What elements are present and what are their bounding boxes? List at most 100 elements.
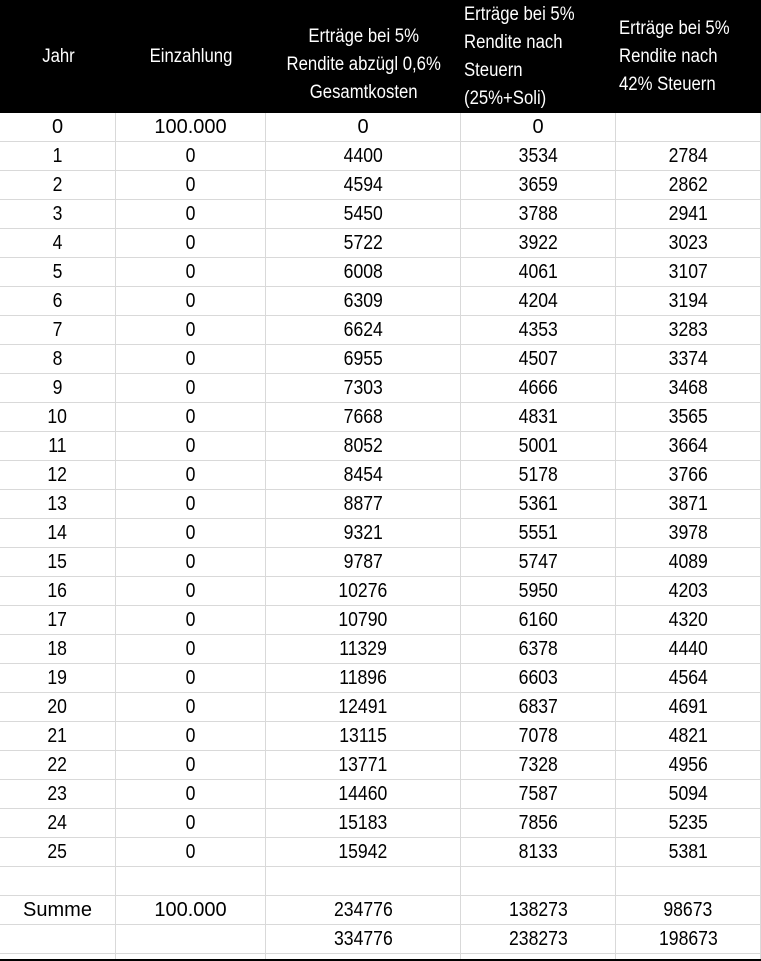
table-cell: 24 <box>0 809 116 838</box>
table-cell: 100.000 <box>116 896 266 925</box>
column-header-label: Erträge bei 5% Rendite abzügl 0,6% Gesam… <box>286 25 441 103</box>
cell-value: 3922 <box>518 231 558 254</box>
cell-value: 2784 <box>668 144 708 167</box>
table-cell: 6837 <box>461 693 616 722</box>
table-cell: 6008 <box>266 258 461 287</box>
table-cell: 0 <box>116 838 266 867</box>
cell-value: 3374 <box>668 347 708 370</box>
table-cell: 98673 <box>616 896 761 925</box>
table-cell: 2784 <box>616 142 761 171</box>
table-cell: 7668 <box>266 403 461 432</box>
cell-value: 22 <box>47 753 68 776</box>
table-cell: 0 <box>116 635 266 664</box>
cell-value: 1 <box>52 144 63 167</box>
table-cell: 4089 <box>616 548 761 577</box>
table-cell: 0 <box>116 606 266 635</box>
cell-value: 23 <box>47 782 68 805</box>
table-cell: 7303 <box>266 374 461 403</box>
table-row <box>0 867 761 896</box>
table-cell <box>461 867 616 896</box>
table-row: 13 0 8877 5361 3871 <box>0 490 761 519</box>
table-cell: 22 <box>0 751 116 780</box>
cell-value: 5094 <box>668 782 708 805</box>
table-cell: 4353 <box>461 316 616 345</box>
table-cell: 10 <box>0 403 116 432</box>
table-cell: 100.000 <box>116 113 266 142</box>
table-cell: 6955 <box>266 345 461 374</box>
table-cell: 2 <box>0 171 116 200</box>
cell-value: 7587 <box>518 782 558 805</box>
cell-value: 6378 <box>518 637 558 660</box>
cell-value: Summe <box>23 898 92 921</box>
cell-value: 198673 <box>658 927 718 950</box>
table-cell: 7078 <box>461 722 616 751</box>
table-cell: 3922 <box>461 229 616 258</box>
table-body: 0 100.000 0 0 1 0 4400 3534 2784 2 0 4594 3659 2862 3 0… <box>0 113 761 954</box>
table-cell: 2862 <box>616 171 761 200</box>
table-row: 6 0 6309 4204 3194 <box>0 287 761 316</box>
table-cell: 20 <box>0 693 116 722</box>
table-cell: 15183 <box>266 809 461 838</box>
cell-value: 9787 <box>343 550 383 573</box>
cell-value: 4507 <box>518 347 558 370</box>
table-cell: 0 <box>116 461 266 490</box>
cell-value: 7856 <box>518 811 558 834</box>
cell-value: 8133 <box>518 840 558 863</box>
cell-value: 6624 <box>343 318 383 341</box>
cell-value: 10 <box>47 405 68 428</box>
table-cell: 0 <box>266 113 461 142</box>
cell-value: 0 <box>185 347 196 370</box>
table-row: 4 0 5722 3922 3023 <box>0 229 761 258</box>
cell-value: 0 <box>185 550 196 573</box>
table-cell: 4956 <box>616 751 761 780</box>
table-cell: 4691 <box>616 693 761 722</box>
table-cell: 13771 <box>266 751 461 780</box>
cell-value: 4400 <box>343 144 383 167</box>
table-cell: 3871 <box>616 490 761 519</box>
table-cell: 21 <box>0 722 116 751</box>
cell-value: 25 <box>47 840 68 863</box>
table-cell: 10790 <box>266 606 461 635</box>
table-row: 20 0 12491 6837 4691 <box>0 693 761 722</box>
table-row: 14 0 9321 5551 3978 <box>0 519 761 548</box>
cell-value: 100.000 <box>154 115 227 138</box>
table-cell: 6378 <box>461 635 616 664</box>
cell-value: 0 <box>185 782 196 805</box>
cell-value: 3664 <box>668 434 708 457</box>
cell-value: 5381 <box>668 840 708 863</box>
cell-value: 4821 <box>668 724 708 747</box>
cell-value: 138273 <box>508 898 568 921</box>
table-cell: 4400 <box>266 142 461 171</box>
table-cell: 4564 <box>616 664 761 693</box>
table-cell: 7328 <box>461 751 616 780</box>
table-cell: 5747 <box>461 548 616 577</box>
cell-value: 98673 <box>663 898 713 921</box>
column-header-label: Jahr <box>41 45 75 67</box>
column-header-jahr: Jahr <box>0 0 116 113</box>
cell-value: 5450 <box>343 202 383 225</box>
cell-value: 0 <box>532 115 544 138</box>
cell-value: 11896 <box>339 666 387 689</box>
next-section-edge <box>0 959 761 961</box>
cell-value: 6837 <box>518 695 558 718</box>
cell-value: 7 <box>52 318 63 341</box>
table-cell: 5178 <box>461 461 616 490</box>
cell-value: 2862 <box>668 173 708 196</box>
table-cell: 5551 <box>461 519 616 548</box>
table-cell: 0 <box>116 548 266 577</box>
table-cell: 4320 <box>616 606 761 635</box>
cell-value: 2941 <box>668 202 708 225</box>
table-cell: 0 <box>116 664 266 693</box>
cell-value: 13 <box>47 492 68 515</box>
cell-value: 0 <box>185 289 196 312</box>
table-cell: 14460 <box>266 780 461 809</box>
cell-value: 4061 <box>518 260 558 283</box>
cell-value: 4089 <box>668 550 708 573</box>
cell-value: 4353 <box>518 318 558 341</box>
table-cell <box>266 867 461 896</box>
table-row: 25 0 15942 8133 5381 <box>0 838 761 867</box>
cell-value: 6 <box>52 289 63 312</box>
table-row: 7 0 6624 4353 3283 <box>0 316 761 345</box>
table-cell: 0 <box>116 577 266 606</box>
